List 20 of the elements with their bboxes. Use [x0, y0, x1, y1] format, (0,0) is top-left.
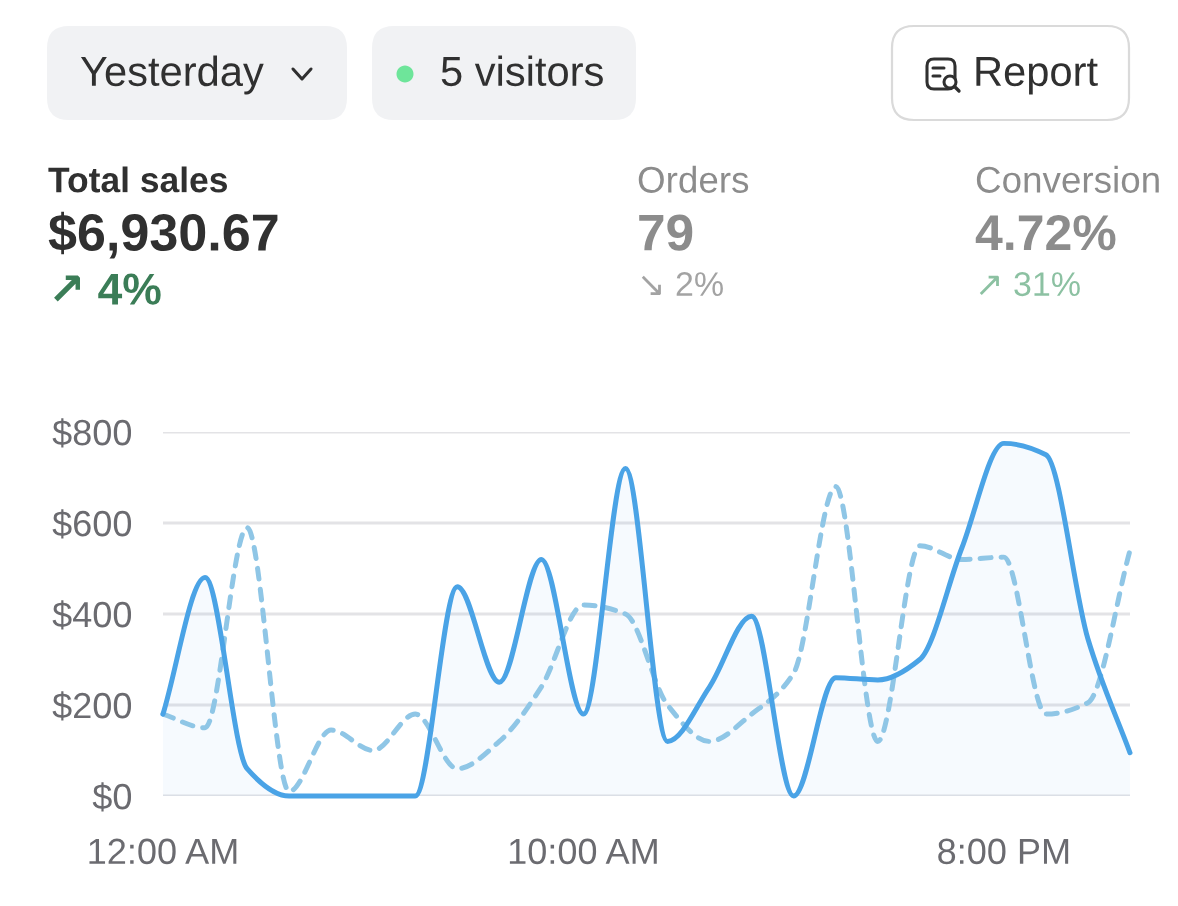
text: Total sales	[48, 166, 227, 193]
text: ↗ 31%	[979, 272, 1080, 297]
text: $6,930.67	[48, 211, 278, 259]
text: Conversion	[976, 165, 1159, 193]
text: Report	[976, 57, 1098, 95]
text: 4.72%	[975, 215, 1116, 251]
text: Yesterday	[80, 55, 264, 95]
text: 5 visitors	[441, 55, 603, 87]
text: ↗ 4%	[54, 273, 161, 305]
text: 79	[639, 214, 693, 251]
x-tick-label: 8:00 PM	[938, 838, 1069, 865]
text: Orders	[638, 165, 749, 193]
y-tick-label: $400	[52, 600, 132, 630]
y-tick-label: $800	[52, 418, 132, 448]
text: ↘ 2%	[641, 272, 723, 296]
y-tick-label: $0	[92, 782, 132, 812]
x-tick-label: 12:00 AM	[89, 838, 237, 865]
x-tick-label: 10:00 AM	[509, 838, 657, 865]
y-tick-label: $200	[52, 691, 132, 721]
y-tick-label: $600	[52, 509, 132, 539]
